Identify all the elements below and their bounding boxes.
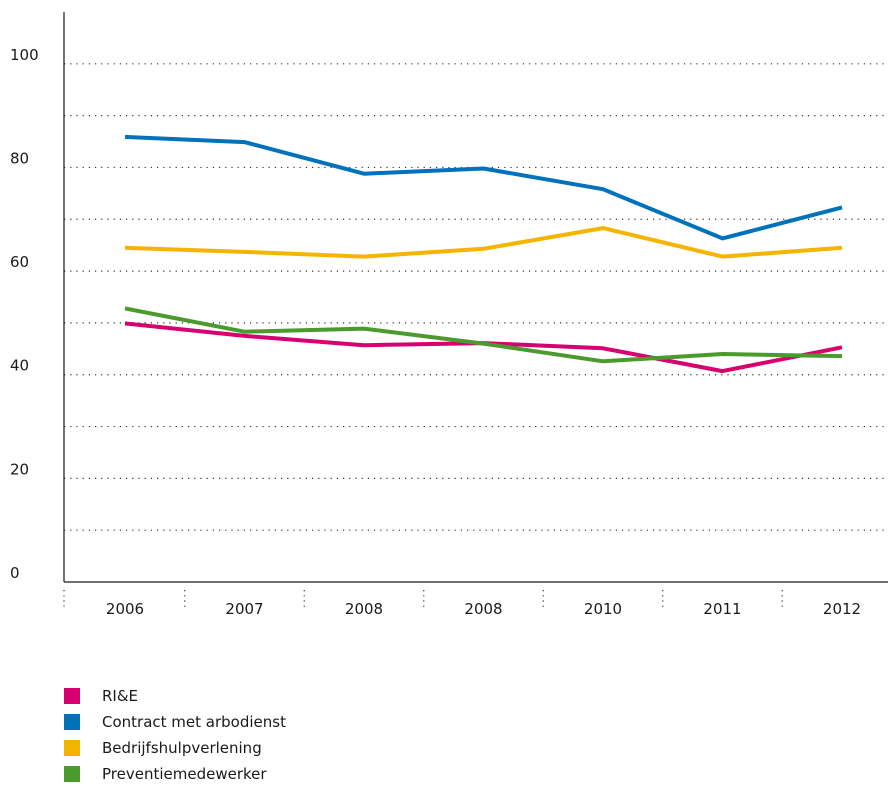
y-tick-label: 40 bbox=[10, 357, 29, 375]
legend-swatch bbox=[64, 688, 80, 704]
legend-label: RI&E bbox=[102, 687, 139, 705]
x-tick-label: 2012 bbox=[823, 600, 861, 618]
x-tick-labels: 2006 2007 2008 2008 2010 2011 2012 bbox=[106, 600, 861, 618]
legend-label: Preventiemedewerker bbox=[102, 765, 267, 783]
x-tick-label: 2008 bbox=[345, 600, 383, 618]
legend-label: Contract met arbodienst bbox=[102, 713, 286, 731]
series-line bbox=[124, 306, 843, 364]
legend-item: Preventiemedewerker bbox=[64, 764, 286, 784]
y-tick-label: 100 bbox=[10, 46, 39, 64]
x-tick-label: 2007 bbox=[225, 600, 263, 618]
legend-swatch bbox=[64, 740, 80, 756]
x-tick-label: 2010 bbox=[584, 600, 622, 618]
legend: RI&E Contract met arbodienst Bedrijfshulpv… bbox=[64, 686, 286, 790]
legend-item: Contract met arbodienst bbox=[64, 712, 286, 732]
legend-label: Bedrijfshulpverlening bbox=[102, 739, 262, 757]
y-tick-label: 60 bbox=[10, 253, 29, 271]
gridlines bbox=[64, 63, 888, 531]
x-tick-label: 2006 bbox=[106, 600, 144, 618]
legend-swatch bbox=[64, 714, 80, 730]
x-tick-label: 2008 bbox=[464, 600, 502, 618]
y-tick-labels: 0 20 40 60 80 100 bbox=[10, 46, 39, 582]
axes bbox=[63, 12, 888, 608]
legend-item: Bedrijfshulpverlening bbox=[64, 738, 286, 758]
x-tick-label: 2011 bbox=[703, 600, 741, 618]
line-chart: 0 20 40 60 80 100 2006 2007 2008 2008 2010 2011 201… bbox=[10, 12, 888, 618]
legend-swatch bbox=[64, 766, 80, 782]
y-tick-label: 20 bbox=[10, 460, 29, 478]
y-tick-label: 80 bbox=[10, 149, 29, 167]
series-line bbox=[124, 226, 843, 259]
legend-item: RI&E bbox=[64, 686, 286, 706]
y-tick-label: 0 bbox=[10, 564, 20, 582]
series-lines bbox=[124, 134, 843, 374]
series-line bbox=[124, 134, 843, 241]
